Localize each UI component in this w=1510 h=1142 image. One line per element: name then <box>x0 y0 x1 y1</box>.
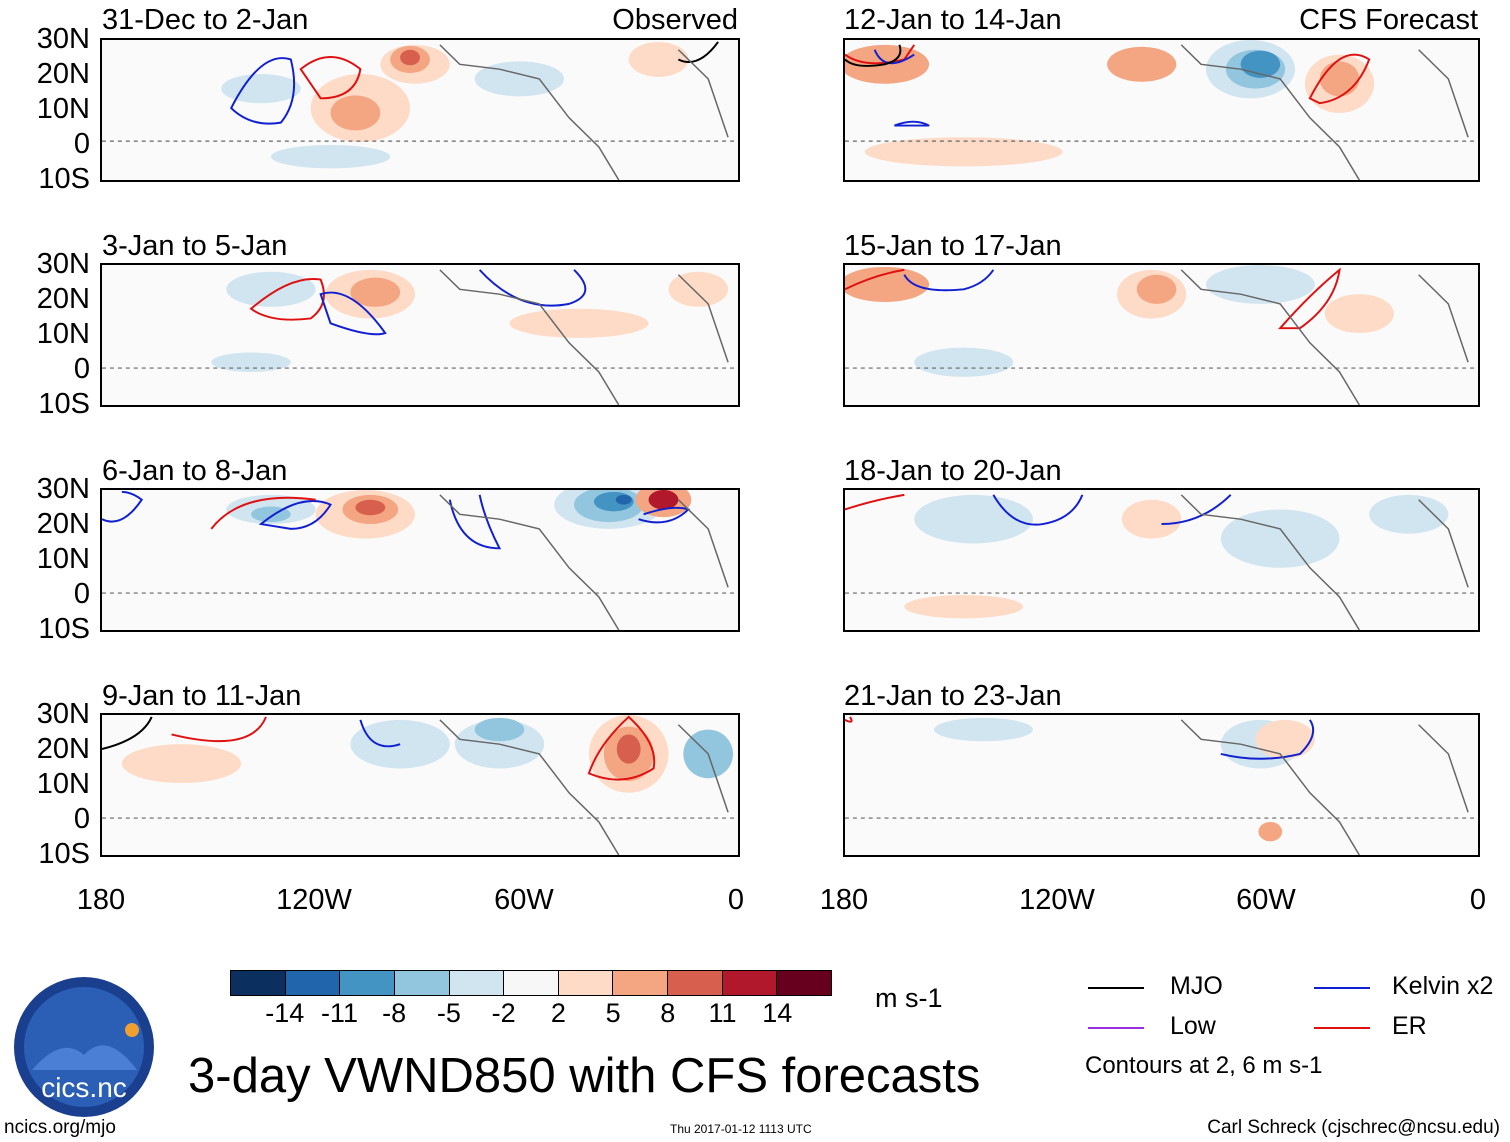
lat-label: 10S <box>38 163 90 195</box>
lat-label: 20N <box>36 508 90 540</box>
panel-title: 21-Jan to 23-Jan <box>844 680 1062 712</box>
panel-title: 9-Jan to 11-Jan <box>102 680 302 712</box>
colorbar-swatch <box>285 971 341 995</box>
lat-label: 30N <box>36 248 90 280</box>
legend-line-low <box>1088 1027 1144 1029</box>
lat-label: 0 <box>73 803 90 835</box>
colorbar-swatch <box>504 971 559 995</box>
legend-label-low: Low <box>1170 1012 1216 1040</box>
lon-label: 0 <box>727 884 745 916</box>
colorbar-label: 2 <box>550 998 566 1028</box>
colorbar <box>230 970 832 996</box>
colorbar-swatch <box>558 971 614 995</box>
map-panel <box>100 38 740 182</box>
colorbar-label: -11 <box>320 998 358 1028</box>
panel-title: 15-Jan to 17-Jan <box>844 230 1062 262</box>
colorbar-label: 11 <box>708 998 737 1028</box>
colorbar-swatch <box>722 971 778 995</box>
panel-title: 3-Jan to 5-Jan <box>102 230 288 262</box>
map-panel <box>843 263 1480 407</box>
colorbar-swatch <box>449 971 505 995</box>
legend-line-er <box>1314 1027 1370 1029</box>
lat-label: 10S <box>38 613 90 645</box>
contour-note: Contours at 2, 6 m s-1 <box>1085 1052 1323 1079</box>
legend-label-er: ER <box>1392 1012 1427 1040</box>
lat-label: 20N <box>36 283 90 315</box>
lat-label: 10S <box>38 838 90 870</box>
panel-title: 31-Dec to 2-Jan <box>102 4 309 36</box>
lon-label: 180 <box>76 884 126 916</box>
lat-label: 0 <box>73 128 90 160</box>
lat-label: 30N <box>36 698 90 730</box>
colorbar-label: 8 <box>660 998 676 1028</box>
panel-title: 18-Jan to 20-Jan <box>844 455 1062 487</box>
lat-label: 10S <box>38 388 90 420</box>
panel-title: 6-Jan to 8-Jan <box>102 455 288 487</box>
colorbar-swatch <box>340 971 395 995</box>
cics-logo: cics.nc <box>12 975 157 1120</box>
colorbar-swatch <box>777 971 832 995</box>
legend-label-kelvin: Kelvin x2 <box>1392 972 1494 1000</box>
lon-label: 120W <box>1019 884 1095 916</box>
colorbar-units: m s-1 <box>875 983 943 1013</box>
colorbar-label: -2 <box>491 998 516 1028</box>
footer-timestamp: Thu 2017-01-12 1113 UTC <box>670 1122 812 1136</box>
colorbar-label: -5 <box>436 998 461 1028</box>
lon-label: 60W <box>1236 884 1296 916</box>
lon-label: 120W <box>276 884 352 916</box>
colorbar-swatch <box>231 971 286 995</box>
lon-label: 0 <box>1469 884 1487 916</box>
map-panel <box>843 713 1480 857</box>
colorbar-label: 14 <box>762 998 793 1028</box>
legend-line-kelvin <box>1314 987 1370 989</box>
panel-title: 12-Jan to 14-Jan <box>844 4 1062 36</box>
chart-title: 3-day VWND850 with CFS forecasts <box>188 1049 981 1103</box>
legend-line-mjo <box>1088 987 1144 989</box>
lon-label: 60W <box>494 884 554 916</box>
colorbar-swatch <box>394 971 450 995</box>
lat-label: 0 <box>73 353 90 385</box>
map-panel <box>100 263 740 407</box>
footer-url[interactable]: ncics.org/mjo <box>4 1117 116 1138</box>
footer-author: Carl Schreck (cjschrec@ncsu.edu) <box>1207 1117 1500 1138</box>
map-panel <box>100 713 740 857</box>
lat-label: 30N <box>36 23 90 55</box>
observed-label: Observed <box>612 4 738 36</box>
forecast-label: CFS Forecast <box>1299 4 1478 36</box>
lat-label: 10N <box>36 543 90 575</box>
map-panel <box>843 488 1480 632</box>
lat-label: 10N <box>36 318 90 350</box>
lat-label: 20N <box>36 58 90 90</box>
legend-label-mjo: MJO <box>1170 972 1223 1000</box>
lat-label: 30N <box>36 473 90 505</box>
lat-label: 10N <box>36 93 90 125</box>
lon-label: 180 <box>819 884 869 916</box>
lat-label: 10N <box>36 768 90 800</box>
lat-label: 0 <box>73 578 90 610</box>
lat-label: 20N <box>36 733 90 765</box>
map-panel <box>843 38 1480 182</box>
colorbar-swatch <box>668 971 723 995</box>
colorbar-swatch <box>613 971 669 995</box>
map-panel <box>100 488 740 632</box>
colorbar-label: -8 <box>382 998 407 1028</box>
logo-text: cics.nc <box>41 1072 127 1103</box>
colorbar-label: 5 <box>605 998 621 1028</box>
colorbar-label: -14 <box>265 998 305 1028</box>
